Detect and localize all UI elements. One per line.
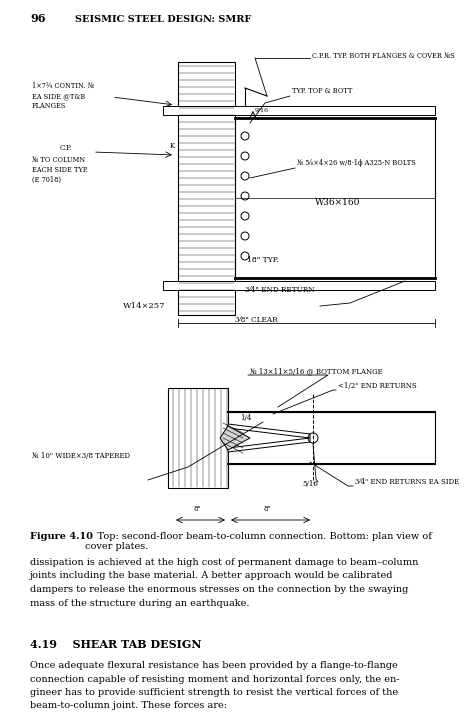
Polygon shape	[220, 426, 250, 450]
Text: C.P.R. TYP. BOTH FLANGES & COVER №S: C.P.R. TYP. BOTH FLANGES & COVER №S	[312, 52, 455, 60]
Text: FLANGES: FLANGES	[32, 102, 66, 110]
Text: 1×7¾ CONTIN. №: 1×7¾ CONTIN. №	[32, 82, 94, 90]
Text: EA SIDE @T&B: EA SIDE @T&B	[32, 92, 85, 100]
Text: Figure 4.10: Figure 4.10	[30, 532, 93, 541]
Text: dampers to release the enormous stresses on the connection by the swaying: dampers to release the enormous stresses…	[30, 585, 409, 594]
Text: W36×160: W36×160	[315, 198, 360, 207]
Text: gineer has to provide sufficient strength to resist the vertical forces of the: gineer has to provide sufficient strengt…	[30, 688, 398, 697]
Text: beam-to-column joint. These forces are:: beam-to-column joint. These forces are:	[30, 702, 227, 710]
Text: 3⁄4" END RETURNS EA SIDE: 3⁄4" END RETURNS EA SIDE	[355, 478, 459, 486]
Text: 5/16: 5/16	[302, 480, 318, 488]
Text: connection capable of resisting moment and horizontal forces only, the en-: connection capable of resisting moment a…	[30, 674, 400, 684]
Text: 9/16: 9/16	[255, 107, 269, 112]
Text: C.P.: C.P.	[60, 144, 73, 152]
Text: K: K	[170, 142, 175, 150]
Text: 4.19    SHEAR TAB DESIGN: 4.19 SHEAR TAB DESIGN	[30, 639, 201, 650]
Text: 3⁄8" CLEAR: 3⁄8" CLEAR	[235, 316, 278, 324]
Text: 8": 8"	[194, 505, 202, 513]
Text: № 5⁄₈×4×26 w/8-1ϕ A325-N BOLTS: № 5⁄₈×4×26 w/8-1ϕ A325-N BOLTS	[297, 159, 416, 167]
Text: 8": 8"	[264, 505, 272, 513]
Text: joints including the base material. A better approach would be calibrated: joints including the base material. A be…	[30, 571, 393, 581]
Text: TYP. TOP & BOTT: TYP. TOP & BOTT	[292, 87, 352, 95]
Text: dissipation is achieved at the high cost of permanent damage to beam–column: dissipation is achieved at the high cost…	[30, 558, 419, 567]
Polygon shape	[228, 438, 310, 452]
Bar	[178, 62, 235, 315]
Text: W14×257: W14×257	[123, 302, 165, 310]
Text: EACH SIDE TYP.: EACH SIDE TYP.	[32, 166, 88, 174]
Bar	[168, 388, 228, 488]
Text: Once adequate flexural resistance has been provided by a flange-to-flange: Once adequate flexural resistance has be…	[30, 661, 398, 670]
Text: 3⁄4" END RETURN: 3⁄4" END RETURN	[245, 286, 315, 294]
Text: mass of the structure during an earthquake.: mass of the structure during an earthqua…	[30, 599, 249, 607]
Text: 1/4: 1/4	[240, 414, 251, 422]
Text: № TO COLUMN: № TO COLUMN	[32, 156, 85, 164]
Text: 96: 96	[30, 13, 46, 24]
Text: (E 7018): (E 7018)	[32, 176, 61, 184]
Bar	[163, 106, 435, 115]
Text: № 13×11×5/16 @ BOTTOM FLANGE: № 13×11×5/16 @ BOTTOM FLANGE	[250, 367, 383, 375]
Text: SEISMIC STEEL DESIGN: SMRF: SEISMIC STEEL DESIGN: SMRF	[75, 15, 251, 24]
Text: 18" TYP.: 18" TYP.	[247, 256, 279, 264]
Text: Top: second-floor beam-to-column connection. Bottom: plan view of
cover plates.: Top: second-floor beam-to-column connect…	[85, 532, 432, 551]
Bar	[235, 118, 435, 278]
Bar	[228, 412, 435, 464]
Text: <1/2" END RETURNS: <1/2" END RETURNS	[338, 382, 417, 390]
Polygon shape	[228, 424, 310, 438]
Text: № 10" WIDE×3/8 TAPERED: № 10" WIDE×3/8 TAPERED	[32, 452, 130, 460]
Bar	[163, 281, 435, 290]
